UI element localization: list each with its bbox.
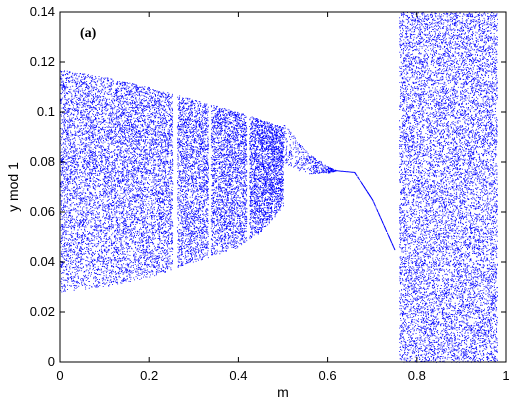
y-tick-label: 0.02 — [30, 304, 55, 319]
y-axis-label: y mod 1 — [5, 162, 21, 212]
x-tick-label: 1 — [502, 368, 509, 383]
plot-frame — [59, 11, 507, 363]
y-tick-label: 0.08 — [30, 154, 55, 169]
x-tick-label: 0 — [56, 368, 63, 383]
scatter-point-cloud — [60, 12, 498, 363]
y-tick-label: 0 — [48, 354, 55, 369]
x-tick-label: 0.2 — [140, 368, 158, 383]
x-tick-label: 0.4 — [229, 368, 247, 383]
x-tick-labels: 0 0.2 0.4 0.6 0.8 1 — [56, 368, 509, 383]
x-tick-label: 0.8 — [408, 368, 426, 383]
y-tick-label: 0.04 — [30, 254, 55, 269]
panel-label: (a) — [80, 26, 97, 41]
x-axis-label: m — [277, 384, 289, 400]
y-tick-label: 0.14 — [30, 4, 55, 19]
y-tick-labels: 0 0.02 0.04 0.06 0.08 0.1 0.12 0.14 — [30, 4, 55, 369]
x-tick-label: 0.6 — [319, 368, 337, 383]
y-tick-label: 0.06 — [30, 204, 55, 219]
y-tick-label: 0.12 — [30, 54, 55, 69]
scatter-points — [60, 12, 498, 363]
y-tick-label: 0.1 — [37, 104, 55, 119]
